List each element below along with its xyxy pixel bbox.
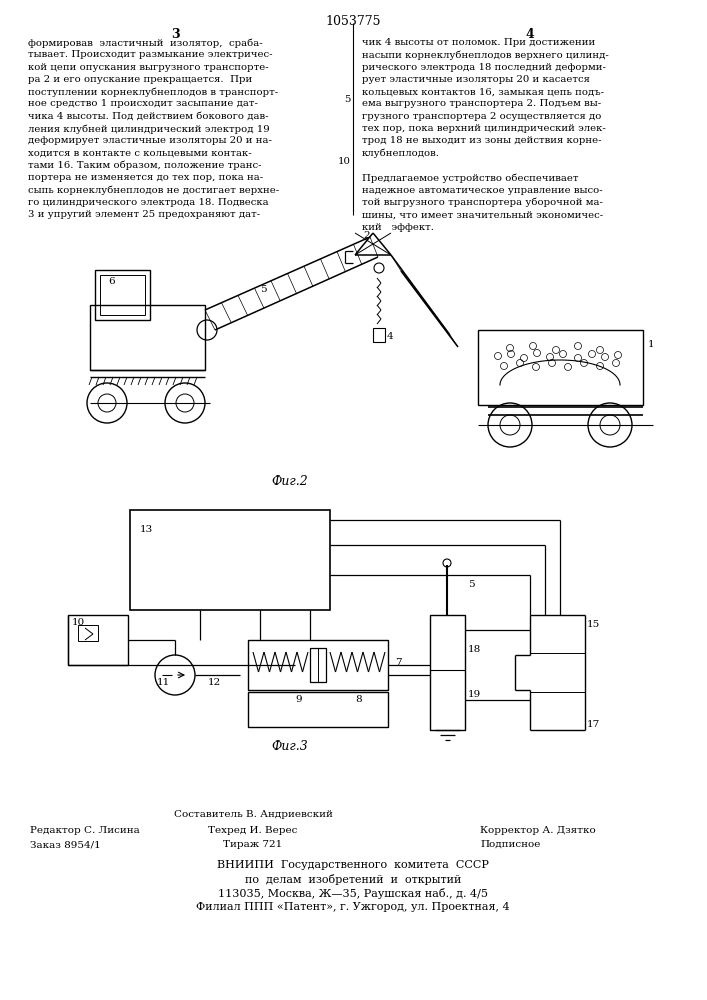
Text: Филиал ППП «Патент», г. Ужгород, ул. Проектная, 4: Филиал ППП «Патент», г. Ужгород, ул. Про…	[196, 902, 510, 912]
Bar	[430, 615, 465, 730]
Text: Фиг.2: Фиг.2	[271, 475, 308, 488]
Text: Техред И. Верес: Техред И. Верес	[209, 826, 298, 835]
Text: 1053775: 1053775	[325, 15, 381, 28]
Text: Тираж 721: Тираж 721	[223, 840, 283, 849]
Text: го цилиндрического электрода 18. Подвеска: го цилиндрического электрода 18. Подвеск…	[28, 198, 269, 207]
Text: чик 4 высоты от поломок. При достижении: чик 4 высоты от поломок. При достижении	[362, 38, 595, 47]
Text: 15: 15	[587, 620, 600, 629]
Text: кой цепи опускания выгрузного транспорте-: кой цепи опускания выгрузного транспорте…	[28, 63, 269, 72]
Text: портера не изменяется до тех пор, пока на-: портера не изменяется до тех пор, пока н…	[28, 173, 263, 182]
Bar	[310, 648, 326, 682]
Text: Редактор С. Лисина: Редактор С. Лисина	[30, 826, 140, 835]
Text: 5: 5	[344, 96, 351, 104]
Text: ходится в контакте с кольцевыми контак-: ходится в контакте с кольцевыми контак-	[28, 149, 252, 158]
Bar	[130, 510, 330, 610]
Bar	[373, 328, 385, 342]
Text: насыпи корнеклубнеплодов верхнего цилинд-: насыпи корнеклубнеплодов верхнего цилинд…	[362, 50, 609, 60]
Text: 8: 8	[355, 695, 361, 704]
Bar	[95, 270, 150, 320]
Text: Заказ 8954/1: Заказ 8954/1	[30, 840, 101, 849]
Text: надежное автоматическое управление высо-: надежное автоматическое управление высо-	[362, 186, 602, 195]
Text: шины, что имеет значительный экономичес-: шины, что имеет значительный экономичес-	[362, 210, 603, 219]
Text: 17: 17	[587, 720, 600, 729]
Bar	[68, 615, 128, 665]
Text: чика 4 высоты. Под действием бокового дав-: чика 4 высоты. Под действием бокового да…	[28, 112, 269, 121]
Text: рического электрода 18 последний деформи-: рического электрода 18 последний деформи…	[362, 63, 606, 72]
Text: кольцевых контактов 16, замыкая цепь подъ-: кольцевых контактов 16, замыкая цепь под…	[362, 87, 604, 96]
Text: 4: 4	[525, 28, 534, 41]
Text: формировав  эластичный  изолятор,  сраба-: формировав эластичный изолятор, сраба-	[28, 38, 262, 47]
Text: 19: 19	[468, 690, 481, 699]
Text: 9: 9	[295, 695, 302, 704]
Text: 6: 6	[108, 277, 115, 286]
Text: 4: 4	[387, 332, 394, 341]
Text: ное средство 1 происходит засыпание дат-: ное средство 1 происходит засыпание дат-	[28, 100, 258, 108]
Text: трод 18 не выходит из зоны действия корне-: трод 18 не выходит из зоны действия корн…	[362, 136, 602, 145]
Text: тех пор, пока верхний цилиндрический элек-: тех пор, пока верхний цилиндрический эле…	[362, 124, 606, 133]
Text: 3: 3	[170, 28, 180, 41]
Text: 1: 1	[648, 340, 655, 349]
Text: 12: 12	[208, 678, 221, 687]
Text: кий   эффект.: кий эффект.	[362, 223, 434, 232]
Text: грузного транспортера 2 осуществляется до: грузного транспортера 2 осуществляется д…	[362, 112, 602, 121]
Text: рует эластичные изоляторы 20 и касается: рует эластичные изоляторы 20 и касается	[362, 75, 590, 84]
Text: 18: 18	[468, 645, 481, 654]
Text: 10: 10	[72, 618, 86, 627]
Text: тывает. Происходит размыкание электричес-: тывает. Происходит размыкание электричес…	[28, 50, 272, 59]
Text: Фиг.3: Фиг.3	[271, 740, 308, 753]
Text: 13: 13	[140, 525, 153, 534]
Text: 5: 5	[260, 285, 267, 294]
Bar	[78, 625, 98, 641]
Bar	[100, 275, 145, 315]
Text: Предлагаемое устройство обеспечивает: Предлагаемое устройство обеспечивает	[362, 173, 578, 183]
Bar	[90, 305, 205, 370]
Text: 3 и упругий элемент 25 предохраняют дат-: 3 и упругий элемент 25 предохраняют дат-	[28, 210, 260, 219]
Text: Корректор А. Дзятко: Корректор А. Дзятко	[480, 826, 596, 835]
Text: по  делам  изобретений  и  открытий: по делам изобретений и открытий	[245, 874, 461, 885]
Text: ВНИИПИ  Государственного  комитета  СССР: ВНИИПИ Государственного комитета СССР	[217, 860, 489, 870]
Text: 5: 5	[468, 580, 474, 589]
Text: клубнеплодов.: клубнеплодов.	[362, 149, 440, 158]
Text: Составитель В. Андриевский: Составитель В. Андриевский	[173, 810, 332, 819]
Bar	[248, 640, 388, 690]
Bar	[478, 330, 643, 405]
Text: сыпь корнеклубнеплодов не достигает верхне-: сыпь корнеклубнеплодов не достигает верх…	[28, 186, 279, 195]
Bar	[248, 692, 388, 727]
Text: 11: 11	[157, 678, 170, 687]
Text: 7: 7	[395, 658, 402, 667]
Text: тами 16. Таким образом, положение транс-: тами 16. Таким образом, положение транс-	[28, 161, 262, 170]
Text: ема выгрузного транспортера 2. Подъем вы-: ема выгрузного транспортера 2. Подъем вы…	[362, 100, 601, 108]
Text: деформирует эластичные изоляторы 20 и на-: деформирует эластичные изоляторы 20 и на…	[28, 136, 272, 145]
Text: ра 2 и его опускание прекращается.  При: ра 2 и его опускание прекращается. При	[28, 75, 252, 84]
Text: 10: 10	[338, 157, 351, 166]
Text: Подписное: Подписное	[480, 840, 540, 849]
Text: 2: 2	[363, 231, 370, 240]
Text: поступлении корнеклубнеплодов в транспорт-: поступлении корнеклубнеплодов в транспор…	[28, 87, 278, 97]
Text: 113035, Москва, Ж—35, Раушская наб., д. 4/5: 113035, Москва, Ж—35, Раушская наб., д. …	[218, 888, 488, 899]
Text: ления клубней цилиндрический электрод 19: ления клубней цилиндрический электрод 19	[28, 124, 269, 134]
Text: той выгрузного транспортера уборочной ма-: той выгрузного транспортера уборочной ма…	[362, 198, 603, 207]
